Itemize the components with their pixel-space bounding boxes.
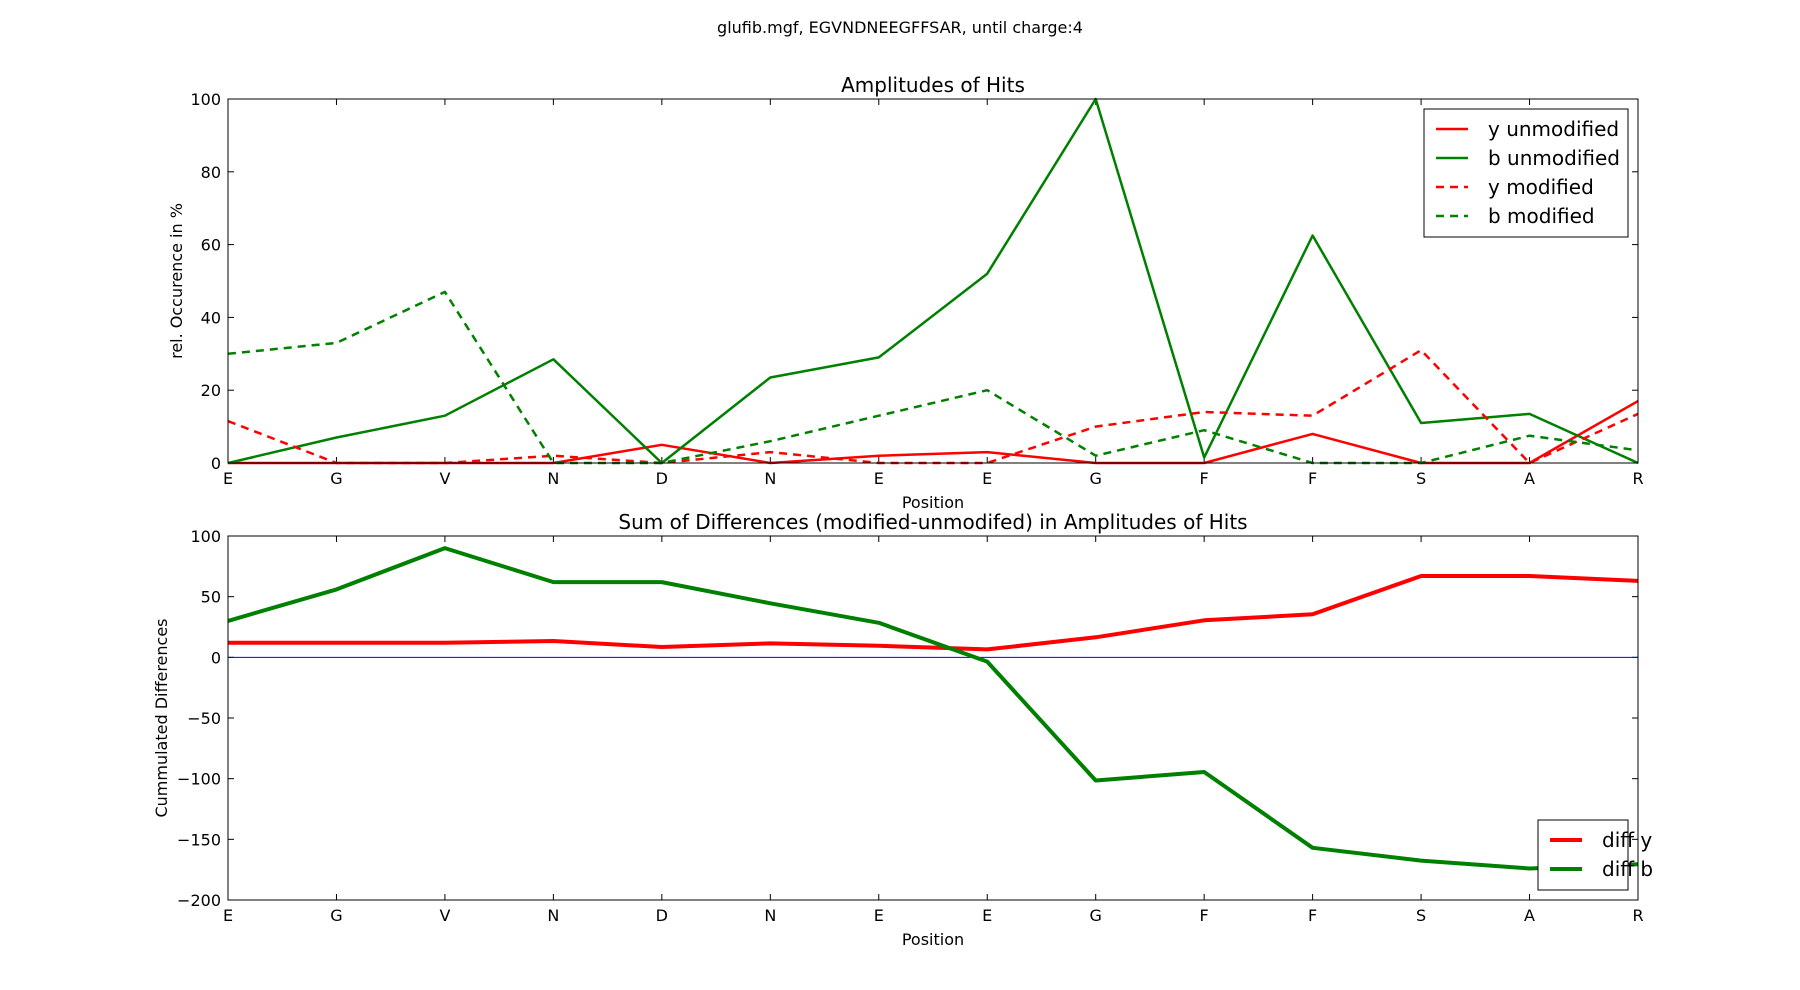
x-tick-label: V — [439, 906, 450, 925]
x-tick-label: E — [874, 906, 884, 925]
x-tick-label: G — [330, 469, 342, 488]
y-tick-label: 100 — [190, 527, 221, 546]
y-tick-label: −150 — [177, 830, 221, 849]
x-tick-label: G — [1089, 469, 1101, 488]
x-tick-label: V — [439, 469, 450, 488]
amplitudes-plot-xlabel: Position — [902, 493, 964, 512]
x-tick-label: R — [1632, 906, 1643, 925]
series-line-diff-b — [228, 546, 1638, 871]
x-tick-label: F — [1200, 906, 1209, 925]
y-tick-label: 40 — [201, 308, 221, 327]
amplitudes-plot-ylabel: rel. Occurence in % — [167, 203, 186, 359]
legend-box — [1537, 819, 1629, 891]
x-tick-label: G — [1089, 906, 1101, 925]
x-tick-label: S — [1416, 469, 1426, 488]
series-line-diff-y — [228, 574, 1638, 652]
legend-label: diff b — [1602, 857, 1653, 881]
series-line-b-modified — [228, 290, 1638, 465]
cumulative-differences-plot-xlabel: Position — [902, 930, 964, 949]
x-tick-label: F — [1308, 906, 1317, 925]
legend-label: b unmodified — [1488, 146, 1620, 170]
y-tick-label: 0 — [211, 648, 221, 667]
x-tick-label: R — [1632, 469, 1643, 488]
x-tick-label: E — [982, 469, 992, 488]
legend-label: b modified — [1488, 204, 1595, 228]
y-tick-label: 0 — [211, 454, 221, 473]
x-tick-label: A — [1524, 906, 1535, 925]
amplitudes-plot-title: Amplitudes of Hits — [841, 73, 1025, 97]
x-tick-label: E — [223, 906, 233, 925]
legend-label: y unmodified — [1488, 117, 1619, 141]
x-tick-label: N — [547, 469, 559, 488]
x-tick-label: A — [1524, 469, 1535, 488]
legend-label: y modified — [1488, 175, 1594, 199]
cumulative-differences-plot-frame — [227, 535, 1639, 901]
series-line-y-unmodified — [228, 400, 1638, 465]
y-tick-label: 80 — [201, 163, 221, 182]
y-tick-label: 60 — [201, 236, 221, 255]
cumulative-differences-plot: Sum of Differences (modified-unmodifed) … — [152, 510, 1653, 949]
y-tick-label: 100 — [190, 90, 221, 109]
legend: diff y diff b — [1537, 819, 1653, 891]
x-tick-label: N — [547, 906, 559, 925]
x-tick-label: E — [982, 906, 992, 925]
amplitudes-plot-frame — [227, 98, 1639, 464]
amplitudes-plot: Amplitudes of Hits Position rel. Occuren… — [167, 73, 1644, 512]
y-tick-label: −50 — [187, 709, 221, 728]
x-tick-label: F — [1200, 469, 1209, 488]
y-tick-label: −200 — [177, 891, 221, 910]
legend-label: diff y — [1602, 828, 1652, 852]
x-tick-label: F — [1308, 469, 1317, 488]
y-tick-label: 20 — [201, 381, 221, 400]
series-line-y-modified — [228, 348, 1638, 465]
x-tick-label: N — [764, 906, 776, 925]
cumulative-differences-plot-ylabel: Cummulated Differences — [152, 618, 171, 817]
x-tick-label: E — [874, 469, 884, 488]
x-tick-label: S — [1416, 906, 1426, 925]
figure-suptitle: glufib.mgf, EGVNDNEEGFFSAR, until charge… — [717, 18, 1083, 37]
x-tick-label: E — [223, 469, 233, 488]
x-tick-label: G — [330, 906, 342, 925]
x-tick-label: D — [656, 469, 668, 488]
cumulative-differences-plot-title: Sum of Differences (modified-unmodifed) … — [618, 510, 1247, 534]
legend: y unmodified b unmodified y modified b modi… — [1423, 108, 1629, 238]
x-tick-label: D — [656, 906, 668, 925]
y-tick-label: −100 — [177, 770, 221, 789]
series-line-b-unmodified — [228, 97, 1638, 465]
x-tick-label: N — [764, 469, 776, 488]
y-tick-label: 50 — [201, 588, 221, 607]
